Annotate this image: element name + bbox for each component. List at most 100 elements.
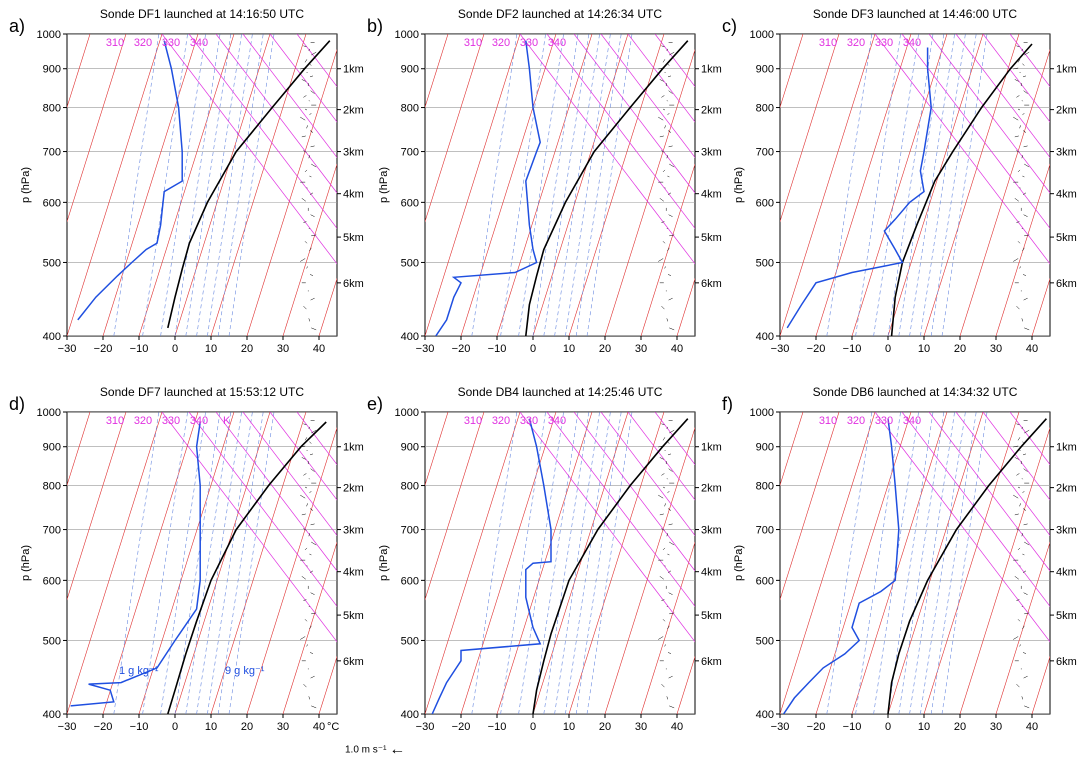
y-tick-label: 800 <box>401 481 419 493</box>
isotherm-line <box>246 48 337 336</box>
wind-barb <box>664 266 666 269</box>
wind-barb <box>308 478 310 480</box>
plot-area <box>67 412 337 714</box>
x-tick-label: −10 <box>488 721 507 733</box>
isotherm-line <box>1031 277 1050 336</box>
wind-barb <box>300 258 306 262</box>
isotherm-line <box>672 34 767 336</box>
wind-barb <box>1021 155 1024 159</box>
isotherm-line <box>636 412 731 714</box>
wind-barb <box>308 100 310 102</box>
mixing-ratio-line <box>826 34 873 336</box>
dry-adiabat-line <box>242 34 337 159</box>
wind-barb <box>303 423 307 426</box>
plot-area <box>636 412 1086 714</box>
y-tick-label: 1000 <box>395 29 419 41</box>
wind-barb <box>1017 437 1021 441</box>
wind-barb <box>664 565 666 567</box>
y-tick-label: 800 <box>401 103 419 115</box>
x-tick-label: −10 <box>130 343 149 355</box>
wind-barb <box>1021 478 1023 480</box>
y-tick-label: 800 <box>43 481 61 493</box>
wind-barb <box>662 437 666 441</box>
wind-barb <box>1022 508 1027 511</box>
mixing-ratio-line <box>174 34 221 336</box>
x-tick-label: −10 <box>488 343 507 355</box>
wind-barb <box>300 494 306 499</box>
wind-barb <box>659 79 664 82</box>
isotherm-line <box>425 412 449 487</box>
isotherm-line <box>749 412 844 714</box>
wind-barb <box>669 612 675 615</box>
wind-barb <box>311 705 317 709</box>
mixing-ratio-line <box>575 412 622 714</box>
isotherm-line <box>780 412 876 714</box>
wind-barb <box>661 150 665 153</box>
mixing-ratio-line <box>575 34 622 336</box>
wind-barb <box>667 652 672 654</box>
height-tick-label: 2km <box>701 483 722 495</box>
height-tick-label: 6km <box>343 278 364 290</box>
wind-barb <box>1024 705 1030 709</box>
isentrope-label: 320 <box>134 415 152 427</box>
mixing-ratio-line <box>113 34 160 336</box>
isentrope-labels: 310 320 330 340 <box>464 37 566 49</box>
height-tick-label: 6km <box>701 656 722 668</box>
x-tick-label: −30 <box>771 343 790 355</box>
isentrope-label: 340 <box>548 415 566 427</box>
isotherm-line <box>604 48 695 336</box>
wind-barb <box>1016 305 1020 310</box>
wind-barb <box>664 644 666 647</box>
isentrope-label: 330 <box>520 37 538 49</box>
mixing-ratio-line <box>518 412 564 714</box>
wind-barb <box>1024 429 1030 434</box>
x-tick-label: 30 <box>277 721 289 733</box>
isentrope-label: 310 <box>106 37 124 49</box>
wind-barb <box>662 619 666 622</box>
mixing-ratio-line <box>554 34 600 336</box>
isotherm-line <box>425 34 521 336</box>
wind-barb <box>1022 175 1025 178</box>
mixing-ratio-line <box>909 34 955 336</box>
wind-barb <box>669 163 675 168</box>
x-axis-unit: °C <box>327 721 339 733</box>
height-tick-label: 5km <box>701 610 722 622</box>
panel-letter: f) <box>722 394 733 414</box>
mixing-ratio-line <box>471 412 518 714</box>
mixing-ratio-line <box>826 412 873 714</box>
x-tick-label: 30 <box>635 343 647 355</box>
dewpoint-profile <box>431 418 552 714</box>
dry-adiabat-line <box>573 34 695 194</box>
y-tick-label: 500 <box>756 257 774 269</box>
isentrope-label: 310 <box>464 37 482 49</box>
wind-barb <box>309 453 314 456</box>
wind-barb <box>1014 198 1019 202</box>
mixing-ratio-line <box>207 34 253 336</box>
mixing-ratio-line <box>909 412 955 714</box>
wind-barb <box>1016 473 1020 476</box>
isotherm-line <box>995 541 1050 714</box>
height-tick-label: 3km <box>1056 147 1077 159</box>
isotherm-line <box>568 34 665 336</box>
y-tick-label: 400 <box>401 709 419 721</box>
isotherm-line <box>1068 412 1086 714</box>
wind-barb <box>311 612 317 615</box>
height-tick-label: 5km <box>701 232 722 244</box>
mixing-ratio-line <box>930 412 977 714</box>
x-tick-label: 0 <box>172 343 178 355</box>
mixing-ratio-line <box>554 412 600 714</box>
wind-barb <box>661 423 665 426</box>
y-tick-label: 600 <box>756 575 774 587</box>
wind-barb <box>658 494 664 499</box>
wind-barb <box>661 45 665 48</box>
mixing-ratio-line <box>160 412 206 714</box>
x-tick-label: 40 <box>313 343 325 355</box>
x-tick-label: 40 <box>671 343 683 355</box>
height-tick-label: 2km <box>701 105 722 117</box>
plot-area <box>425 412 844 714</box>
wind-barb <box>1017 547 1021 551</box>
wind-barb <box>1022 441 1025 444</box>
wind-barb <box>668 214 673 217</box>
dry-adiabat-line <box>654 412 695 466</box>
